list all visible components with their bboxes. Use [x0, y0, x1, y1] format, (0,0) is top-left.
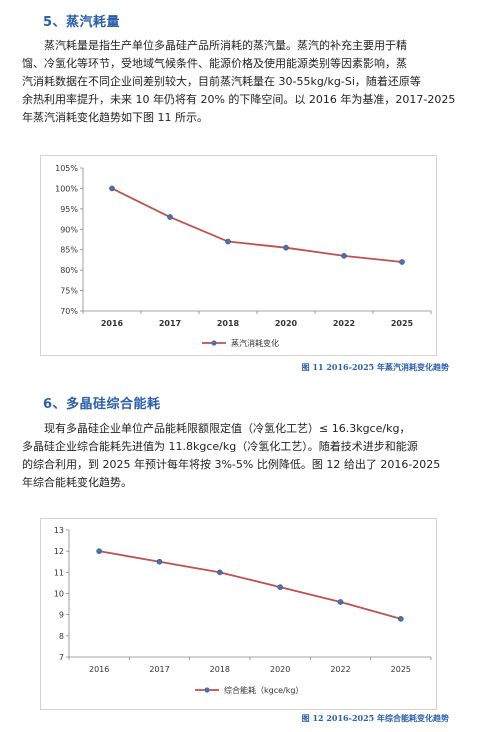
y-tick-label: 75% — [60, 287, 78, 296]
y-tick-label: 80% — [60, 266, 78, 275]
data-point — [341, 252, 347, 259]
data-point — [96, 548, 103, 555]
y-tick-label: 11 — [54, 568, 64, 577]
legend-label: 综合能耗（kgce/kg） — [224, 685, 303, 695]
data-point — [225, 238, 231, 245]
y-tick-label: 8 — [59, 632, 64, 641]
y-tick-label: 7 — [59, 653, 64, 662]
x-tick-label: 2022 — [330, 665, 350, 674]
paragraph-line: 蒸汽耗量是指生产单位多晶硅产品所消耗的蒸汽量。蒸汽的补充主要用于精 — [44, 39, 407, 52]
paragraph-line: 余热利用率提升，未来 10 年仍将有 20% 的下降空间。以 2016 年为基准… — [22, 93, 456, 106]
y-tick-label: 95% — [60, 205, 78, 214]
series-line — [111, 187, 403, 263]
steam-consumption-paragraph: 蒸汽耗量是指生产单位多晶硅产品所消耗的蒸汽量。蒸汽的补充主要用于精 馏、冷氢化等… — [22, 37, 467, 127]
y-tick-label: 100% — [55, 184, 78, 193]
data-point — [167, 214, 173, 220]
y-tick-label: 105% — [55, 164, 78, 173]
y-tick-label: 90% — [60, 225, 78, 234]
paragraph-line: 现有多晶硅企业单位产品能耗限额限定值（冷氢化工艺）≤ 16.3kgce/kg， — [44, 422, 411, 435]
x-tick-label: 2017 — [149, 665, 169, 674]
data-point — [156, 558, 163, 565]
figure-11-caption: 图 11 2016-2025 年蒸汽消耗变化趋势 — [301, 362, 449, 372]
x-tick-label: 2018 — [217, 319, 240, 328]
paragraph-line: 的综合利用，到 2025 年预计每年将按 3%-5% 比例降低。图 12 给出了… — [22, 458, 441, 471]
x-tick-label: 2025 — [391, 665, 411, 674]
energy-chart-svg: 7 8 9 10 11 12 13 2016 2017 2018 2020 2022 2025 综合能耗（… — [54, 526, 432, 695]
data-point — [216, 569, 223, 576]
x-tick-label: 2020 — [275, 319, 298, 328]
data-point — [397, 616, 404, 622]
data-point — [277, 584, 284, 591]
figure-12-caption: 图 12 2016-2025 年综合能耗变化趋势 — [301, 713, 449, 723]
data-point — [399, 259, 405, 265]
legend-marker — [211, 340, 217, 346]
x-tick-label: 2020 — [270, 665, 290, 674]
y-tick-label: 9 — [59, 611, 64, 620]
steam-chart-svg: 70% 75% 80% 85% 90% 95% 100% 105% 2016 2017 2018 20… — [55, 164, 432, 348]
paragraph-line: 汽消耗数据在不同企业间差别较大，目前蒸汽耗量在 30-55kg/kg-Si，随着… — [22, 75, 421, 88]
energy-consumption-paragraph: 现有多晶硅企业单位产品能耗限额限定值（冷氢化工艺）≤ 16.3kgce/kg， … — [22, 420, 467, 492]
x-tick-label: 2022 — [333, 319, 355, 328]
x-tick-label: 2016 — [101, 319, 124, 328]
legend-label: 蒸汽消耗变化 — [231, 338, 279, 348]
legend-marker — [204, 687, 210, 693]
paragraph-line: 馏、冷氢化等环节，受地域气候条件、能源价格及使用能源类别等因素影响，蒸 — [22, 57, 407, 70]
series-line — [99, 550, 402, 620]
paragraph-line: 年蒸汽消耗变化趋势如下图 11 所示。 — [22, 111, 208, 124]
section-6-title: 6、多晶硅综合能耗 — [43, 397, 161, 412]
energy-consumption-chart: 7 8 9 10 11 12 13 2016 2017 2018 2020 2022 2025 综合能耗（… — [40, 518, 437, 710]
data-point — [283, 244, 289, 251]
x-tick-label: 2025 — [391, 319, 414, 328]
x-tick-label: 2016 — [89, 665, 109, 674]
data-point — [109, 185, 115, 192]
paragraph-line: 年综合能耗变化趋势。 — [22, 476, 132, 489]
x-tick-label: 2017 — [159, 319, 181, 328]
y-tick-label: 70% — [60, 307, 78, 316]
y-tick-label: 85% — [60, 246, 78, 255]
x-tick-label: 2018 — [210, 665, 230, 674]
section-5-title: 5、蒸汽耗量 — [43, 15, 121, 30]
steam-consumption-chart: 70% 75% 80% 85% 90% 95% 100% 105% 2016 2017 2018 20… — [40, 155, 437, 356]
paragraph-line: 多晶硅企业综合能耗先进值为 11.8kgce/kg（冷氢化工艺）。随着技术进步和… — [22, 440, 418, 453]
y-tick-label: 12 — [54, 547, 64, 556]
y-tick-label: 10 — [54, 590, 64, 599]
y-tick-label: 13 — [54, 526, 64, 535]
data-point — [337, 599, 344, 605]
